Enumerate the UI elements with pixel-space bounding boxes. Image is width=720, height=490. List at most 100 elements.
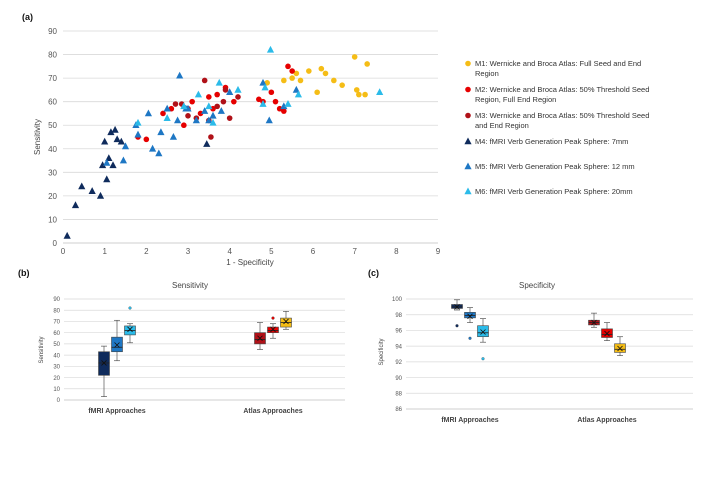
scatter-point-m3 [226,115,233,121]
scatter-point-m5 [192,116,200,124]
scatter-point-m3 [172,101,179,107]
scatter-y-tick-label: 40 [48,145,57,154]
scatter-point-m5 [226,88,234,96]
scatter-x-tick-label: 0 [61,247,66,256]
scatter-point-m1 [281,77,287,84]
box-mean-m1 [617,345,623,352]
scatter-point-m5 [134,130,142,138]
scatter-point-m4 [109,161,117,169]
legend-marker-m1 [465,60,471,67]
scatter-point-m6 [376,88,384,96]
sensitivity-chart-title: Sensitivity [172,281,208,290]
scatter-point-m5 [184,104,192,112]
scatter-point-m5 [144,109,153,117]
scatter-point-m5 [201,107,209,114]
scatter-y-tick-label: 80 [48,51,57,60]
scatter-point-m3 [220,98,227,105]
scatter-point-m5 [119,156,128,164]
scatter-point-m2 [268,89,275,96]
scatter-point-m5 [157,128,165,136]
scatter-point-m6 [266,45,275,53]
sensitivity-y-axis-title: Sensitivity [39,336,45,363]
scatter-point-m4 [96,191,105,199]
scatter-point-m5 [209,111,217,119]
scatter-point-m3 [222,87,229,93]
legend-marker-m5 [464,162,472,170]
scatter-point-m1 [289,75,295,81]
scatter-point-m6 [194,90,203,98]
legend-label-m6: M6: fMRI Verb Generation Peak Sphere: 20… [475,187,633,196]
scatter-y-tick-label: 60 [48,98,57,107]
scatter-point-m2 [231,98,237,105]
scatter-point-m4 [105,154,113,161]
scatter-point-m2 [256,96,262,103]
scatter-point-m3 [214,103,220,110]
scatter-y-tick-label: 90 [48,27,57,36]
scatter-point-m6 [209,118,217,126]
box-y-tick-label: 40 [53,353,60,359]
box-category-label: fMRI Approaches [88,408,145,415]
legend-marker-m2 [465,86,471,93]
box-y-tick-label: 0 [57,398,61,404]
box-outlier-m6 [128,306,132,310]
scatter-x-tick-label: 4 [227,247,232,256]
scatter-point-m4 [203,140,211,147]
box-body-m6 [477,325,489,338]
box-y-tick-label: 10 [53,387,60,393]
box-y-tick-label: 88 [395,391,402,397]
scatter-x-tick-label: 2 [144,247,149,256]
scatter-point-m4 [103,175,111,183]
scatter-point-m4 [88,187,96,194]
scatter-y-tick-label: 0 [53,239,58,248]
specificity-y-axis-title: Specificity [379,338,385,365]
legend-label-m2-line2: Region, Full End Region [475,95,556,104]
scatter-point-m4 [107,128,115,136]
scatter-point-m2 [206,94,212,100]
legend-label-m4: M4: fMRI Verb Generation Peak Sphere: 7m… [475,137,628,146]
scatter-y-tick-label: 20 [48,192,57,201]
scatter-point-m4 [117,137,125,145]
box-y-tick-label: 86 [395,407,402,413]
scatter-point-m4 [113,135,121,143]
box-y-tick-label: 96 [395,329,402,335]
legend-label-m3: M3: Wernicke and Broca Atlas: 50% Thresh… [475,111,649,120]
scatter-point-m5 [217,107,225,114]
scatter-point-m2 [289,68,295,74]
scatter-point-m6 [294,90,303,98]
box-y-tick-label: 80 [53,308,60,314]
scatter-point-m5 [265,116,273,124]
box-outlier-m2 [271,316,275,320]
scatter-point-m6 [259,100,267,107]
box-mean-m3 [257,335,263,342]
box-outlier-m4 [455,324,459,328]
sensitivity-box-plot: 0 10 20 30 40 50 60 70 80 90 fMRI Approaches Atlas … [53,297,345,415]
scatter-point-m5 [121,142,130,150]
scatter-x-axis-title: 1 - Specificity [226,258,274,267]
scatter-point-m1 [318,65,325,72]
box-y-tick-label: 100 [392,297,403,303]
legend-label-m1: M1: Wernicke and Broca Atlas: Full Seed … [475,59,641,68]
legend-marker-m3 [465,112,471,119]
scatter-point-m1 [331,77,337,84]
legend-label-m3-line2: and End Region [475,121,529,130]
box-category-label: fMRI Approaches [441,417,498,424]
box-y-tick-label: 90 [53,297,60,303]
box-y-tick-label: 98 [395,313,402,319]
scatter-point-m6 [163,114,171,121]
scatter-point-m4 [98,161,107,169]
legend-label-m2: M2: Wernicke and Broca Atlas: 50% Thresh… [475,85,649,94]
box-y-tick-label: 90 [395,376,402,382]
specificity-chart-title: Specificity [519,281,555,290]
box-mean-m1 [283,318,289,325]
scatter-point-m5 [259,78,267,86]
scatter-point-m5 [292,85,300,93]
scatter-point-m5 [163,104,171,112]
scatter-legend: M1: Wernicke and Broca Atlas: Full Seed … [464,59,649,196]
box-mean-m4 [454,304,460,310]
scatter-point-m2 [143,136,150,143]
scatter-point-m6 [234,85,242,93]
scatter-point-m2 [214,91,220,98]
scatter-point-m4 [111,125,119,133]
box-mean-m5 [467,313,473,320]
